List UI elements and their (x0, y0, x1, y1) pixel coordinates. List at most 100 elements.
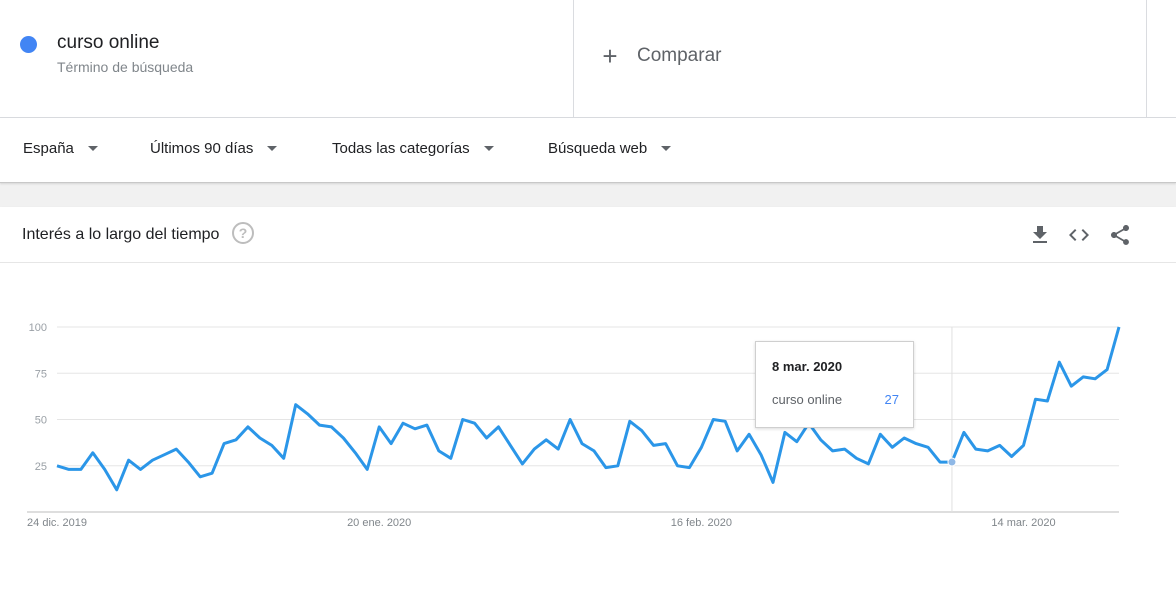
data-point (926, 445, 930, 449)
data-point (103, 467, 107, 471)
data-point (568, 418, 572, 422)
data-point (306, 412, 310, 416)
data-point (67, 467, 71, 471)
data-point (473, 421, 477, 425)
data-point (79, 467, 83, 471)
x-tick-label: 16 feb. 2020 (671, 517, 732, 529)
plus-icon: + (602, 41, 618, 71)
data-point (628, 419, 632, 423)
data-point (854, 456, 858, 460)
filter-region[interactable]: España (23, 140, 98, 157)
data-point (174, 447, 178, 451)
data-point (711, 418, 715, 422)
data-point (377, 425, 381, 429)
interest-over-time-card: Interés a lo largo del tiempo ? 100 75 50 2… (0, 207, 1176, 592)
data-point (831, 449, 835, 453)
compare-button[interactable]: + Comparar (600, 42, 721, 70)
data-point (497, 425, 501, 429)
help-icon[interactable]: ? (232, 222, 254, 244)
data-point (652, 443, 656, 447)
data-point (747, 432, 751, 436)
data-point (270, 443, 274, 447)
dropdown-arrow-icon (483, 146, 494, 151)
data-point (127, 458, 131, 462)
search-term-bar: curso online Término de búsqueda + Compa… (0, 0, 1176, 118)
data-point (401, 421, 405, 425)
interest-line-chart[interactable]: 100 75 50 25 24 dic. 2019 20 ene. 2020 16 feb.… (0, 262, 1176, 592)
data-point (1057, 360, 1061, 364)
data-point (938, 460, 942, 464)
compare-label: Comparar (637, 45, 722, 66)
filter-bar: España Últimos 90 días Todas las categor… (0, 118, 1176, 183)
search-term-name[interactable]: curso online (57, 32, 160, 53)
data-point (341, 436, 345, 440)
data-point (449, 456, 453, 460)
data-point (520, 462, 524, 466)
data-point (1010, 455, 1014, 459)
data-point (986, 449, 990, 453)
data-point (771, 480, 775, 484)
download-icon[interactable] (1028, 223, 1052, 247)
data-point (186, 460, 190, 464)
share-icon[interactable] (1108, 223, 1132, 247)
data-point (604, 466, 608, 470)
dropdown-arrow-icon (661, 146, 672, 151)
data-point (914, 442, 918, 446)
data-point (485, 436, 489, 440)
x-tick-label: 24 dic. 2019 (27, 517, 87, 529)
data-point (246, 425, 250, 429)
data-point (890, 445, 894, 449)
tooltip-date: 8 mar. 2020 (772, 359, 843, 374)
filter-search-type-label: Búsqueda web (548, 140, 648, 157)
x-tick-label: 20 ene. 2020 (347, 517, 411, 529)
series-line-curso-online (56, 326, 1121, 492)
data-point (675, 464, 679, 468)
data-point (234, 438, 238, 442)
search-term-card[interactable]: curso online Término de búsqueda (0, 0, 574, 117)
filter-category-label: Todas las categorías (332, 140, 470, 157)
y-tick-label: 25 (35, 461, 47, 473)
data-point (1069, 384, 1073, 388)
data-point (55, 464, 59, 468)
embed-code-icon[interactable] (1067, 223, 1091, 247)
divider (1146, 0, 1147, 117)
data-point (389, 442, 393, 446)
y-tick-label: 75 (35, 368, 47, 380)
data-point (150, 458, 154, 462)
data-point (222, 442, 226, 446)
data-point (878, 432, 882, 436)
data-point (532, 447, 536, 451)
filter-region-label: España (23, 140, 74, 157)
data-point (425, 423, 429, 427)
filter-category[interactable]: Todas las categorías (332, 140, 494, 157)
data-point (998, 443, 1002, 447)
data-point (699, 445, 703, 449)
data-point (210, 471, 214, 475)
data-point (974, 447, 978, 451)
data-point (759, 453, 763, 457)
data-point (866, 462, 870, 466)
filter-search-type[interactable]: Búsqueda web (548, 140, 672, 157)
data-point (1022, 443, 1026, 447)
data-point (843, 447, 847, 451)
data-point (544, 438, 548, 442)
data-point (413, 427, 417, 431)
data-point (139, 467, 143, 471)
card-header: Interés a lo largo del tiempo ? (0, 207, 1176, 263)
data-point (735, 449, 739, 453)
data-point (91, 451, 95, 455)
tooltip-term: curso online (772, 392, 843, 407)
data-point (258, 436, 262, 440)
dropdown-arrow-icon (267, 146, 278, 151)
data-point (437, 449, 441, 453)
data-point (819, 438, 823, 442)
data-point (902, 436, 906, 440)
data-point (353, 451, 357, 455)
data-point (1117, 325, 1121, 329)
filter-time-range[interactable]: Últimos 90 días (150, 140, 278, 157)
data-point (1093, 377, 1097, 381)
data-point (198, 475, 202, 479)
search-term-type: Término de búsqueda (57, 59, 194, 75)
data-point (1045, 399, 1049, 403)
data-point (592, 449, 596, 453)
